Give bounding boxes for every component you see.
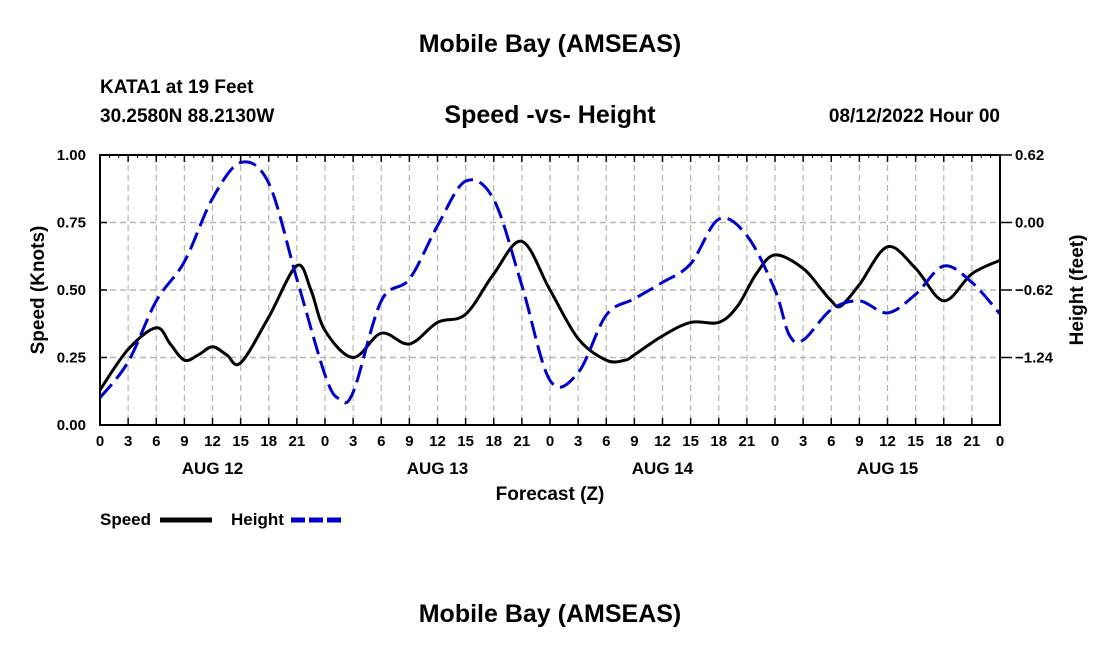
x-tick-label: 0 — [996, 433, 1004, 450]
x-tick-label: 0 — [546, 433, 554, 450]
x-axis-title: Forecast (Z) — [496, 484, 605, 505]
forecast-datetime: 08/12/2022 Hour 00 — [828, 106, 1000, 127]
next-chart-title: Mobile Bay (AMSEAS) — [418, 600, 682, 628]
x-tick-label: 12 — [429, 433, 446, 450]
x-tick-label: 15 — [907, 433, 924, 450]
series-layer — [98, 160, 1002, 405]
x-tick-label: 3 — [574, 433, 582, 450]
x-tick-label: 12 — [654, 433, 671, 450]
date-label: AUG 15 — [857, 459, 918, 478]
x-tick-label: 12 — [879, 433, 896, 450]
station-coordinates: 30.2580N 88.2130W — [100, 106, 275, 127]
x-tick-label: 6 — [377, 433, 385, 450]
y2-axis-title: Height (feet) — [1067, 235, 1088, 346]
x-tick-label: 15 — [682, 433, 699, 450]
x-tick-label: 18 — [485, 433, 502, 450]
y-tick-label: 0.00 — [57, 417, 86, 434]
x-tick-label: 9 — [180, 433, 188, 450]
x-tick-label: 0 — [771, 433, 779, 450]
series-line-speed — [98, 239, 1001, 391]
x-tick-label: 9 — [855, 433, 863, 450]
date-label: AUG 12 — [182, 459, 243, 478]
legend-speed-label: Speed — [100, 510, 151, 529]
x-tick-label: 3 — [124, 433, 132, 450]
date-label: AUG 14 — [632, 459, 694, 478]
x-tick-label: 21 — [964, 433, 981, 450]
axes: 0 3 6 9 12 15 18 21 0 3 6 9 12 15 18 21 0 3 6 9 12 15 18 21 0 3 6 9… — [57, 147, 1054, 478]
y-tick-label: 0.25 — [57, 350, 86, 367]
chart-subtitle: Speed -vs- Height — [444, 101, 656, 129]
chart-main-title: Mobile Bay (AMSEAS) — [418, 30, 682, 58]
x-tick-label: 3 — [799, 433, 807, 450]
x-tick-label: 0 — [321, 433, 329, 450]
y2-tick-label: −0.62 — [1015, 282, 1053, 299]
x-tick-label: 15 — [457, 433, 474, 450]
x-tick-label: 9 — [630, 433, 638, 450]
y-axis-title: Speed (Knots) — [28, 226, 49, 355]
x-tick-label: 21 — [289, 433, 306, 450]
x-tick-label: 21 — [514, 433, 531, 450]
y-tick-label: 0.50 — [57, 282, 86, 299]
x-tick-label: 6 — [827, 433, 835, 450]
legend: Speed Height — [100, 510, 343, 529]
y2-tick-label: 0.00 — [1015, 215, 1044, 232]
y2-tick-label: −1.24 — [1015, 350, 1054, 367]
series-line-height — [98, 160, 1002, 405]
x-tick-label: 12 — [204, 433, 221, 450]
x-tick-label: 21 — [739, 433, 756, 450]
speed-height-chart: 0 3 6 9 12 15 18 21 0 3 6 9 12 15 18 21 0 3 6 9 12 15 18 21 0 3 6 9… — [28, 147, 1088, 529]
x-tick-label: 3 — [349, 433, 357, 450]
x-tick-label: 6 — [152, 433, 160, 450]
x-tick-label: 18 — [260, 433, 277, 450]
x-tick-label: 0 — [96, 433, 104, 450]
y-tick-label: 1.00 — [57, 147, 86, 164]
station-label: KATA1 at 19 Feet — [100, 77, 254, 98]
x-tick-label: 6 — [602, 433, 610, 450]
x-tick-label: 9 — [405, 433, 413, 450]
x-tick-label: 18 — [935, 433, 952, 450]
date-label: AUG 13 — [407, 459, 468, 478]
y-tick-label: 0.75 — [57, 215, 86, 232]
x-tick-label: 18 — [710, 433, 727, 450]
legend-height-label: Height — [231, 510, 284, 529]
x-tick-label: 15 — [232, 433, 249, 450]
y2-tick-label: 0.62 — [1015, 147, 1044, 164]
